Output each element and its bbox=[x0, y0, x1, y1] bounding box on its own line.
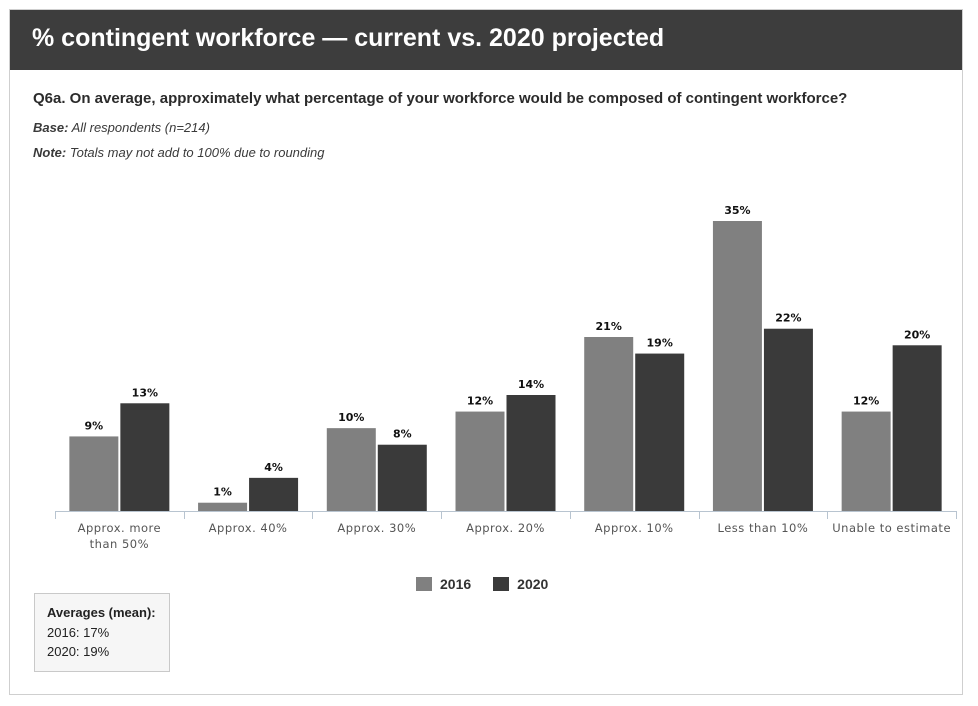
bar-2020-5 bbox=[763, 328, 813, 511]
legend-swatch-2020 bbox=[493, 577, 510, 591]
bar-2020-2 bbox=[377, 444, 427, 511]
base-label: Base: bbox=[33, 120, 69, 135]
note-text: Note: Totals may not add to 100% due to … bbox=[33, 145, 325, 160]
legend: 2016 2020 bbox=[416, 576, 570, 592]
data-label-2020-5: 22% bbox=[775, 312, 801, 325]
bar-2016-2 bbox=[326, 428, 376, 511]
chart-title: % contingent workforce — current vs. 202… bbox=[32, 24, 665, 52]
bar-2020-0 bbox=[120, 403, 170, 511]
chart-frame: % contingent workforce — current vs. 202… bbox=[9, 9, 963, 695]
data-label-2016-0: 9% bbox=[85, 419, 104, 432]
legend-item-2020: 2020 bbox=[493, 576, 548, 592]
x-tick-label-6: Unable to estimate bbox=[832, 521, 951, 535]
bar-2020-1 bbox=[249, 477, 299, 511]
bar-2020-4 bbox=[635, 353, 685, 511]
data-label-2016-6: 12% bbox=[853, 395, 879, 408]
data-label-2016-3: 12% bbox=[467, 395, 493, 408]
average-2016: 2016: 17% bbox=[47, 625, 110, 640]
legend-label-2016: 2016 bbox=[440, 576, 472, 592]
average-2020: 2020: 19% bbox=[47, 644, 110, 659]
note-label: Note: bbox=[33, 145, 67, 160]
base-value: All respondents (n=214) bbox=[71, 120, 210, 135]
data-label-2020-6: 20% bbox=[904, 328, 930, 341]
legend-item-2016: 2016 bbox=[416, 576, 471, 592]
base-text: Base: All respondents (n=214) bbox=[33, 120, 210, 135]
data-label-2020-1: 4% bbox=[264, 461, 283, 474]
question-text: Q6a. On average, approximately what perc… bbox=[33, 90, 848, 107]
title-bar: % contingent workforce — current vs. 202… bbox=[10, 10, 962, 70]
data-label-2020-2: 8% bbox=[393, 428, 412, 441]
x-tick-label-2: Approx. 30% bbox=[337, 521, 416, 535]
x-tick-label-3: Approx. 20% bbox=[466, 521, 545, 535]
bar-2020-3 bbox=[506, 395, 556, 511]
data-label-2016-2: 10% bbox=[338, 411, 364, 424]
x-tick-label-0: than 50% bbox=[90, 537, 149, 551]
data-label-2020-4: 19% bbox=[647, 337, 673, 350]
x-tick-label-5: Less than 10% bbox=[718, 521, 809, 535]
data-label-2016-5: 35% bbox=[724, 204, 750, 217]
data-label-2020-3: 14% bbox=[518, 378, 544, 391]
bar-2016-4 bbox=[584, 337, 634, 511]
bar-2016-3 bbox=[455, 411, 505, 511]
data-label-2016-4: 21% bbox=[596, 320, 622, 333]
x-tick-label-0: Approx. more bbox=[78, 521, 162, 535]
data-label-2016-1: 1% bbox=[213, 486, 232, 499]
legend-label-2020: 2020 bbox=[517, 576, 549, 592]
bar-chart: 9% 13% Approx. more than 50% 1% 4% Approx. 40%… bbox=[55, 204, 957, 551]
x-tick-label-1: Approx. 40% bbox=[209, 521, 288, 535]
x-tick-label-4: Approx. 10% bbox=[595, 521, 674, 535]
bar-2016-1 bbox=[198, 502, 248, 511]
bar-2020-6 bbox=[892, 345, 942, 511]
data-label-2020-0: 13% bbox=[132, 386, 158, 399]
bar-2016-6 bbox=[841, 411, 891, 511]
legend-swatch-2016 bbox=[416, 577, 432, 591]
bar-2016-0 bbox=[69, 436, 119, 511]
averages-title: Averages (mean): bbox=[47, 605, 156, 620]
bar-2016-5 bbox=[712, 221, 762, 511]
averages-box: Averages (mean): 2016: 17% 2020: 19% bbox=[34, 593, 170, 672]
note-value: Totals may not add to 100% due to roundi… bbox=[69, 145, 325, 160]
